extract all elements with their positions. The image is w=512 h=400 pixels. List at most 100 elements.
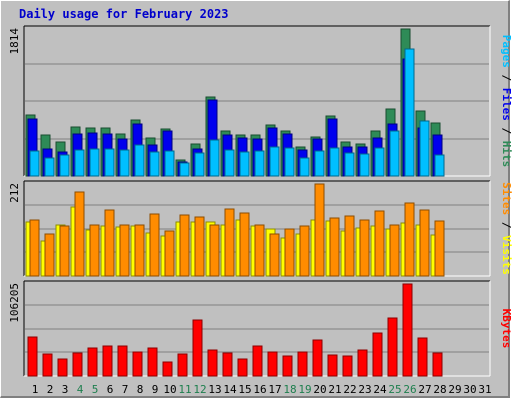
bar-pages xyxy=(254,150,265,177)
bar-kbytes xyxy=(222,352,233,377)
bar-pages xyxy=(374,147,385,177)
bar-kbytes xyxy=(162,361,173,377)
x-tick-label: 3 xyxy=(62,383,69,396)
x-tick-label: 19 xyxy=(298,383,311,396)
bar-kbytes xyxy=(207,349,218,377)
x-tick-label: 31 xyxy=(478,383,491,396)
x-tick-label: 26 xyxy=(403,383,416,396)
legend-entry: Visits xyxy=(500,235,512,275)
x-tick-label: 6 xyxy=(107,383,114,396)
x-tick-label: 30 xyxy=(463,383,476,396)
bar-kbytes xyxy=(417,337,428,377)
bar-kbytes xyxy=(87,347,98,377)
x-tick-label: 28 xyxy=(433,383,446,396)
bar-sites xyxy=(269,233,280,277)
x-tick-label: 5 xyxy=(92,383,99,396)
y-max-label: 212 xyxy=(8,183,21,203)
x-tick-label: 24 xyxy=(373,383,387,396)
bar-pages xyxy=(434,154,445,177)
x-tick-label: 18 xyxy=(283,383,296,396)
x-tick-label: 12 xyxy=(193,383,206,396)
x-tick-label: 13 xyxy=(208,383,221,396)
x-tick-label: 25 xyxy=(388,383,401,396)
y-max-label: 106205 xyxy=(8,283,21,323)
bar-kbytes xyxy=(72,352,83,377)
bar-pages xyxy=(284,147,295,177)
x-tick-label: 15 xyxy=(238,383,251,396)
bar-kbytes xyxy=(132,351,143,377)
y-max-label: 1814 xyxy=(8,28,21,55)
bar-sites xyxy=(299,225,310,277)
legend-entry: / xyxy=(500,121,512,141)
bar-kbytes xyxy=(387,317,398,377)
bar-pages xyxy=(299,157,310,177)
bar-kbytes xyxy=(372,332,383,377)
x-tick-label: 22 xyxy=(343,383,356,396)
bar-pages xyxy=(389,130,400,177)
bar-sites xyxy=(254,224,265,277)
bar-sites xyxy=(224,208,235,277)
bar-pages xyxy=(269,146,280,177)
x-tick-label: 17 xyxy=(268,383,281,396)
bar-sites xyxy=(59,225,70,277)
bar-pages xyxy=(164,150,175,177)
bar-pages xyxy=(104,148,115,177)
bar-sites xyxy=(104,209,115,277)
bar-sites xyxy=(239,212,250,277)
bar-kbytes xyxy=(192,319,203,377)
bar-kbytes xyxy=(27,336,38,377)
bar-sites xyxy=(119,224,130,277)
x-tick-label: 11 xyxy=(178,383,191,396)
bar-kbytes xyxy=(327,354,338,377)
bar-kbytes xyxy=(57,358,68,377)
bar-kbytes xyxy=(267,351,278,377)
bar-sites xyxy=(359,219,370,277)
bar-kbytes xyxy=(117,345,128,377)
bar-pages xyxy=(59,154,70,177)
bar-kbytes xyxy=(237,358,248,377)
bar-pages xyxy=(194,152,205,177)
x-tick-label: 14 xyxy=(223,383,237,396)
bar-sites xyxy=(164,230,175,277)
chart-title: Daily usage for February 2023 xyxy=(19,7,229,21)
bar-kbytes xyxy=(282,355,293,377)
bar-sites xyxy=(344,215,355,277)
legend-entry: Files xyxy=(500,88,512,121)
legend-label-middle: Sites / Visits xyxy=(500,182,512,275)
bar-sites xyxy=(179,214,190,277)
x-tick-label: 9 xyxy=(152,383,159,396)
bar-pages xyxy=(89,148,100,177)
bar-sites xyxy=(44,233,55,277)
bar-kbytes xyxy=(252,345,263,377)
bar-pages xyxy=(74,149,85,177)
bar-pages xyxy=(29,150,40,177)
bar-pages xyxy=(344,152,355,177)
bar-sites xyxy=(194,216,205,277)
bar-sites xyxy=(74,191,85,277)
bar-pages xyxy=(404,48,415,177)
x-tick-label: 29 xyxy=(448,383,461,396)
legend-label-bottom: KBytes xyxy=(500,309,512,349)
x-tick-label: 20 xyxy=(313,383,326,396)
bar-sites xyxy=(404,202,415,277)
legend-entry: Pages xyxy=(500,35,512,68)
x-tick-label: 4 xyxy=(77,383,84,396)
bar-sites xyxy=(134,224,145,277)
x-tick-label: 16 xyxy=(253,383,266,396)
bar-kbytes xyxy=(177,353,188,377)
bar-pages xyxy=(419,120,430,177)
x-tick-label: 21 xyxy=(328,383,341,396)
bar-pages xyxy=(359,153,370,177)
bar-sites xyxy=(149,213,160,277)
x-tick-label: 8 xyxy=(137,383,144,396)
bar-kbytes xyxy=(312,339,323,377)
legend-entry: / xyxy=(500,215,512,235)
bar-kbytes xyxy=(357,349,368,377)
bar-kbytes xyxy=(297,351,308,377)
bar-sites xyxy=(209,224,220,277)
bar-sites xyxy=(329,217,340,277)
bar-sites xyxy=(314,183,325,277)
bar-sites xyxy=(29,219,40,277)
legend-entry: Hits xyxy=(500,141,512,168)
x-tick-label: 1 xyxy=(32,383,39,396)
